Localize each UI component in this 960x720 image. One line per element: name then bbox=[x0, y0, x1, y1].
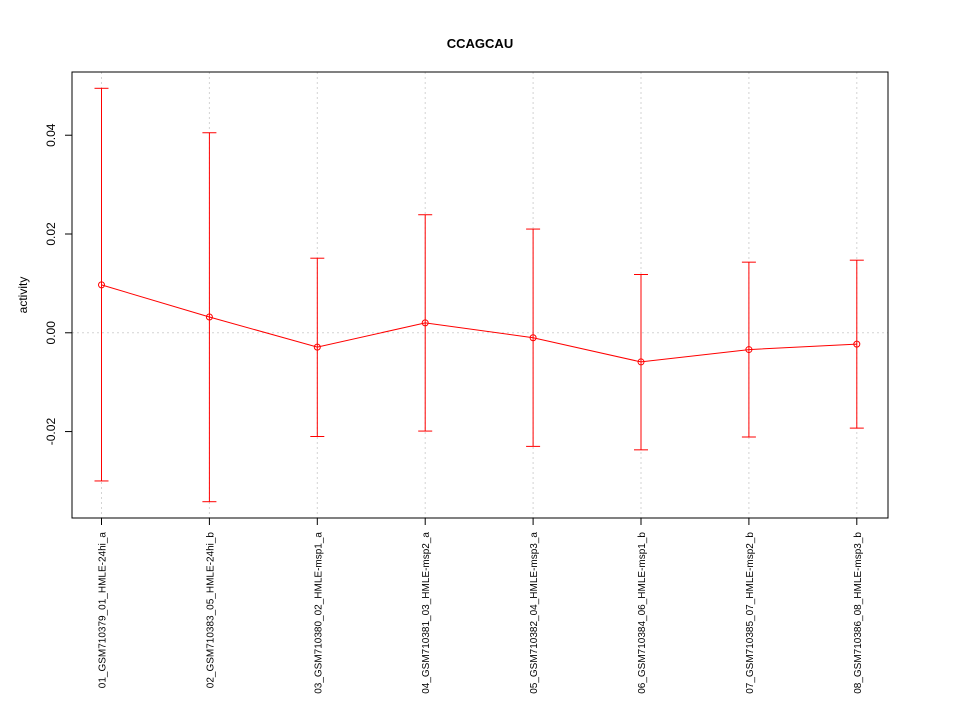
y-tick-label: 0.00 bbox=[44, 321, 58, 345]
chart-title: CCAGCAU bbox=[447, 36, 513, 51]
series-line bbox=[101, 284, 857, 363]
x-tick-label: 03_GSM710380_02_HMLE-msp1_a bbox=[313, 532, 324, 694]
x-tick-label: 05_GSM710382_04_HMLE-msp3_a bbox=[529, 532, 540, 694]
data-point bbox=[745, 346, 753, 354]
data-point bbox=[205, 313, 213, 321]
data-point bbox=[421, 319, 429, 327]
x-tick-label: 08_GSM710386_08_HMLE-msp3_b bbox=[853, 532, 864, 694]
x-axis: 01_GSM710379_01_HMLE-24hi_a 02_GSM710383_… bbox=[98, 518, 864, 694]
x-tick-label: 06_GSM710384_06_HMLE-msp1_b bbox=[637, 532, 648, 694]
y-axis-label: activity bbox=[16, 277, 30, 314]
x-tick-label: 02_GSM710383_05_HMLE-24hi_b bbox=[205, 532, 216, 689]
x-tick-label: 01_GSM710379_01_HMLE-24hi_a bbox=[98, 532, 109, 689]
y-tick-label: 0.04 bbox=[44, 123, 58, 147]
data-point bbox=[313, 343, 321, 351]
data-point bbox=[529, 334, 537, 342]
series-group bbox=[94, 87, 864, 503]
y-tick-label: 0.02 bbox=[44, 222, 58, 246]
grid bbox=[72, 72, 888, 518]
plot-frame bbox=[71, 71, 889, 519]
y-axis: -0.02 0.00 0.02 0.04 bbox=[44, 123, 72, 445]
data-point bbox=[853, 340, 861, 348]
y-tick-label: -0.02 bbox=[44, 418, 58, 446]
data-point bbox=[637, 358, 645, 366]
x-tick-label: 04_GSM710381_03_HMLE-msp2_a bbox=[421, 532, 432, 694]
x-tick-label: 07_GSM710385_07_HMLE-msp2_b bbox=[745, 532, 756, 694]
data-point bbox=[98, 281, 105, 289]
